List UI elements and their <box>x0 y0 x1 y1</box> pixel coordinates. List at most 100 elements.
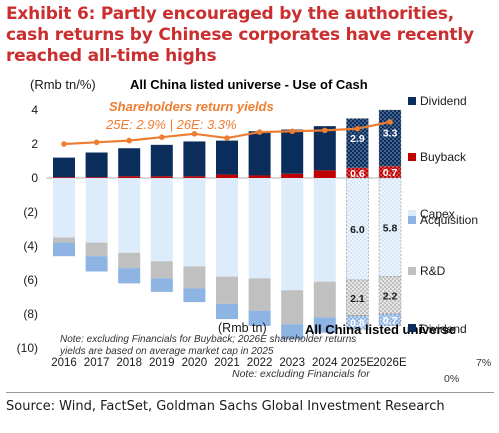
ghost-note: Note: excluding Financials for <box>232 368 370 380</box>
data-label-dividend-2025E: 2.9 <box>350 133 365 145</box>
y-tick-label: 0 <box>31 171 38 185</box>
yield-point-2020 <box>191 131 198 137</box>
x-tick-2025E: 2025E <box>341 357 375 369</box>
bar-rd-2017 <box>85 242 108 257</box>
y-tick-label: (6) <box>23 273 38 287</box>
y-axis-ticks: 4 2 0 (2) (4) (6) (8) (10) <box>17 103 39 355</box>
bar-series <box>53 109 402 340</box>
bar-dividend-2017 <box>85 152 108 178</box>
yield-point-2025E <box>354 125 361 132</box>
x-tick-2021: 2021 <box>214 357 240 369</box>
bar-capex-2017 <box>85 178 108 243</box>
yield-point-2016 <box>61 141 67 147</box>
yield-point-2017 <box>93 139 100 146</box>
bar-capex-2019 <box>150 178 173 262</box>
x-tick-2024: 2024 <box>312 357 338 369</box>
bar-acquisition-2020 <box>183 288 206 303</box>
bar-buyback-2017 <box>85 177 108 178</box>
bar-dividend-2022 <box>248 131 271 176</box>
x-tick-2023: 2023 <box>279 357 305 369</box>
legend-label-buyback: Buyback <box>420 150 467 164</box>
x-tick-2018: 2018 <box>116 357 142 369</box>
yield-point-2026E <box>387 119 393 125</box>
y-tick-label: (8) <box>23 307 38 321</box>
data-label-acquisition-2025E: 0.8 <box>350 318 365 330</box>
bar-acquisition-2017 <box>85 256 108 272</box>
data-label-rd-2025E: 2.1 <box>350 293 365 305</box>
use-of-cash-chart: (Rmb tn/%) All China listed universe - U… <box>17 77 492 382</box>
bar-buyback-2016 <box>53 177 75 178</box>
legend-swatch-capex <box>408 210 416 218</box>
bar-acquisition-2024 <box>313 317 336 333</box>
chart-note-line-1: Note: excluding Financials for Buyback; … <box>60 334 356 345</box>
ghost-y-label: (Rmb tn) <box>218 321 267 335</box>
bar-dividend-2016 <box>53 157 75 178</box>
legend-label-capex: Capex <box>420 207 455 221</box>
x-tick-2026E: 2026E <box>373 357 407 369</box>
data-label-buyback-2026E: 0.7 <box>383 167 398 179</box>
x-tick-2020: 2020 <box>182 357 208 369</box>
bar-buyback-2020 <box>183 176 206 178</box>
bar-dividend-2018 <box>118 148 141 177</box>
y-axis-label: (Rmb tn/%) <box>30 77 96 92</box>
bar-buyback-2022 <box>248 175 271 178</box>
yield-point-2018 <box>126 137 132 144</box>
yield-point-2023 <box>289 128 296 135</box>
legend-swatch-acquisition <box>408 216 416 224</box>
bar-capex-2018 <box>118 178 141 253</box>
chart-note-line-2: yields are based on average market cap i… <box>59 346 274 357</box>
legend-swatch-dividend <box>408 97 416 105</box>
data-labels: 2.9 0.6 6.0 2.1 0.8 3.3 0.7 5.8 2.2 0.7 <box>350 127 397 329</box>
bar-capex-2021 <box>216 178 238 277</box>
data-label-buyback-2025E: 0.6 <box>350 168 365 180</box>
exhibit-title: Exhibit 6: Partly encouraged by the auth… <box>6 4 474 66</box>
source-text: Source: Wind, FactSet, Goldman Sachs Glo… <box>6 399 445 414</box>
bar-rd-2016 <box>53 237 75 243</box>
bar-dividend-2020 <box>183 141 206 177</box>
bar-acquisition-2025E <box>346 315 369 330</box>
yield-annotation-values: 25E: 2.9% | 26E: 3.3% <box>105 117 237 132</box>
legend-label-dividend: Dividend <box>420 94 467 108</box>
bar-acquisition-2021 <box>216 303 238 320</box>
x-tick-2017: 2017 <box>84 357 110 369</box>
legend-label-rd: R&D <box>420 264 446 278</box>
bar-rd-2020 <box>183 266 206 289</box>
bar-capex-2024 <box>313 178 336 282</box>
yield-point-2021 <box>224 135 230 141</box>
x-tick-2022: 2022 <box>247 357 273 369</box>
bar-buyback-2019 <box>150 176 173 178</box>
yield-annotation-title: Shareholders return yields <box>109 99 274 114</box>
ghost-pct-right: 7% <box>476 357 491 369</box>
bar-rd-2025E <box>346 279 369 316</box>
bar-buyback-2021 <box>216 174 238 178</box>
data-label-acquisition-2026E: 0.7 <box>383 315 398 327</box>
bar-capex-2023 <box>281 178 304 291</box>
bar-buyback-2023 <box>281 173 304 178</box>
bar-dividend-2019 <box>150 144 173 177</box>
source-divider <box>6 392 494 393</box>
yield-point-2022 <box>256 129 263 135</box>
ghost-legend-swatch <box>408 324 416 332</box>
y-tick-label: (10) <box>17 341 38 355</box>
bar-capex-2020 <box>183 178 206 267</box>
bar-acquisition-2026E <box>378 313 402 327</box>
bar-dividend-2024 <box>313 126 336 171</box>
bar-rd-2019 <box>150 261 173 279</box>
x-axis-ticks: 2016 2017 2018 2019 2020 2021 2022 2023 2024 2025… <box>51 357 407 369</box>
yield-point-2024 <box>322 127 328 134</box>
bar-rd-2024 <box>313 281 336 318</box>
yield-line <box>61 119 393 147</box>
data-label-capex-2025E: 6.0 <box>350 224 365 236</box>
legend-label-acquisition: Acquisition <box>420 213 478 227</box>
bar-rd-2023 <box>281 290 304 325</box>
y-tick-label: (4) <box>23 239 38 253</box>
bar-capex-2022 <box>248 178 271 279</box>
bar-rd-2021 <box>216 276 238 304</box>
ghost-legend-label: Dividend <box>420 322 467 336</box>
y-tick-label: 2 <box>31 137 38 151</box>
y-tick-label: (2) <box>23 205 38 219</box>
bar-buyback-2024 <box>313 170 336 178</box>
bar-dividend-2025E <box>346 118 369 169</box>
yield-point-2019 <box>159 134 165 140</box>
